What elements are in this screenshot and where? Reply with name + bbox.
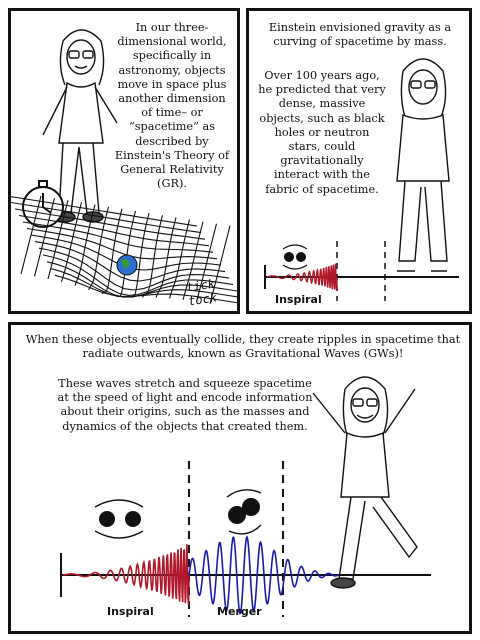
binary-orbit-icon — [94, 499, 144, 539]
panel-gravitational-waves: When these objects eventually collide, t… — [8, 322, 472, 634]
panel-spacetime-intro: In our three-dimensional world, specific… — [8, 8, 240, 314]
inspiral-waveform — [266, 263, 338, 291]
woman-figure-2 — [396, 58, 450, 272]
inspiral-waveform — [62, 544, 190, 605]
panel3-illustration — [60, 376, 431, 617]
merging-objects-icon — [226, 489, 262, 535]
spacetime-grid — [11, 195, 237, 305]
panel2-illustration — [264, 58, 459, 301]
panel2-main-text: Over 100 years ago, he predicted that ve… — [258, 69, 386, 196]
earth-icon — [116, 254, 138, 276]
panel3-main-text: These waves stretch and squeeze spacetim… — [57, 377, 313, 433]
woman-figure-3 — [312, 376, 418, 589]
panel1-illustration — [11, 29, 237, 305]
merger-label: Merger — [217, 605, 262, 618]
panel3-top-text: When these objects eventually collide, t… — [25, 333, 461, 361]
inspiral-label: Inspiral — [275, 293, 322, 306]
merger-waveform — [188, 535, 340, 615]
inspiral-label: Inspiral — [107, 605, 154, 618]
panel-gravity-curving: Einstein envisioned gravity as a curving… — [246, 8, 472, 314]
panel2-top-text: Einstein envisioned gravity as a curving… — [268, 21, 452, 49]
panel1-text: In our three-dimensional world, specific… — [114, 21, 230, 191]
binary-objects-icon — [282, 244, 308, 270]
